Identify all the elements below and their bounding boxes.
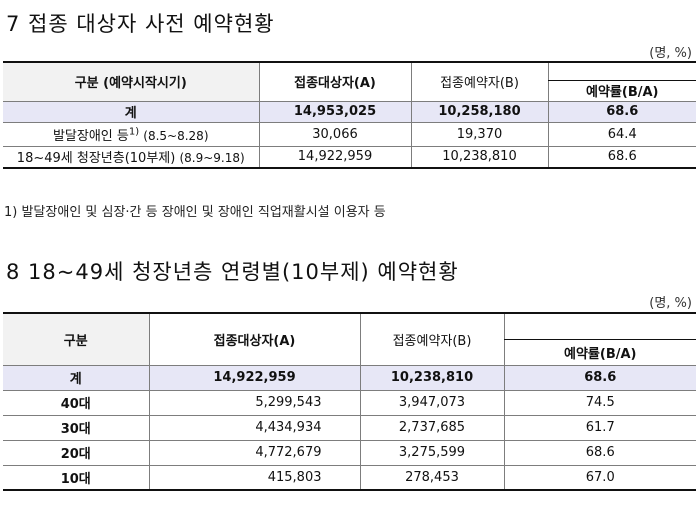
total-rate: 68.6 — [547, 100, 696, 123]
row-reserved: 19,370 — [410, 121, 548, 147]
row-label: 40대 — [3, 389, 149, 416]
total-targets: 14,953,025 — [258, 100, 411, 123]
section8-unit: (명, %) — [649, 296, 692, 311]
total-rate: 68.6 — [503, 364, 696, 391]
header-rate-spacer — [547, 61, 696, 81]
total-reserved: 10,258,180 — [410, 100, 548, 123]
age-reservation-table: 구분 접종대상자(A) 접종예약자(B) 예약률(B/A) 계 14,922,9… — [3, 312, 696, 491]
table-row-total: 계 14,953,025 10,258,180 68.6 — [3, 100, 696, 123]
row-targets: 5,299,543 — [148, 389, 360, 416]
row-label: 18~49세 청장년층(10부제) (8.9~9.18) — [3, 145, 259, 169]
footnote: 1) 발달장애인 및 심장·간 등 장애인 및 장애인 직업재활시설 이용자 등 — [4, 205, 386, 220]
header-reserved: 접종예약자(B) — [359, 312, 504, 366]
table-row: 18~49세 청장년층(10부제) (8.9~9.18) 14,922,959 … — [3, 145, 696, 169]
total-label: 계 — [3, 364, 149, 391]
row-reserved: 3,275,599 — [359, 439, 504, 466]
row-reserved: 10,238,810 — [410, 145, 548, 169]
header-rate-spacer — [503, 312, 696, 340]
row-rate: 68.6 — [503, 439, 696, 466]
table-row: 20대 4,772,679 3,275,599 68.6 — [3, 439, 696, 466]
row-rate: 74.5 — [503, 389, 696, 416]
table-row: 10대 415,803 278,453 67.0 — [3, 464, 696, 491]
row-label: 20대 — [3, 439, 149, 466]
row-targets: 415,803 — [148, 464, 360, 491]
row-targets: 14,922,959 — [258, 145, 411, 169]
header-reserved: 접종예약자(B) — [410, 61, 548, 102]
row-targets: 30,066 — [258, 121, 411, 147]
row-rate: 68.6 — [547, 145, 696, 169]
header-targets: 접종대상자(A) — [258, 61, 411, 102]
table-row: 40대 5,299,543 3,947,073 74.5 — [3, 389, 696, 416]
section7-title: 7 접종 대상자 사전 예약현황 — [6, 12, 275, 36]
total-targets: 14,922,959 — [148, 364, 360, 391]
table-row-total: 계 14,922,959 10,238,810 68.6 — [3, 364, 696, 391]
row-label: 발달장애인 등1) (8.5~8.28) — [3, 121, 259, 147]
row-targets: 4,434,934 — [148, 414, 360, 441]
header-rate: 예약률(B/A) — [503, 338, 696, 366]
header-rate: 예약률(B/A) — [547, 79, 696, 102]
section8-title: 8 18~49세 청장년층 연령별(10부제) 예약현황 — [6, 260, 459, 284]
row-rate: 64.4 — [547, 121, 696, 147]
section7-unit: (명, %) — [649, 46, 692, 61]
total-reserved: 10,238,810 — [359, 364, 504, 391]
header-category: 구분 (예약시작시기) — [3, 61, 259, 102]
table-row: 발달장애인 등1) (8.5~8.28) 30,066 19,370 64.4 — [3, 121, 696, 147]
row-label: 30대 — [3, 414, 149, 441]
row-reserved: 2,737,685 — [359, 414, 504, 441]
row-targets: 4,772,679 — [148, 439, 360, 466]
table-row: 30대 4,434,934 2,737,685 61.7 — [3, 414, 696, 441]
reservation-status-table: 구분 (예약시작시기) 접종대상자(A) 접종예약자(B) 예약률(B/A) 계… — [3, 61, 696, 169]
row-reserved: 278,453 — [359, 464, 504, 491]
total-label: 계 — [3, 100, 259, 123]
row-reserved: 3,947,073 — [359, 389, 504, 416]
header-category: 구분 — [3, 312, 149, 366]
row-label: 10대 — [3, 464, 149, 491]
header-targets: 접종대상자(A) — [148, 312, 360, 366]
row-rate: 61.7 — [503, 414, 696, 441]
row-rate: 67.0 — [503, 464, 696, 491]
